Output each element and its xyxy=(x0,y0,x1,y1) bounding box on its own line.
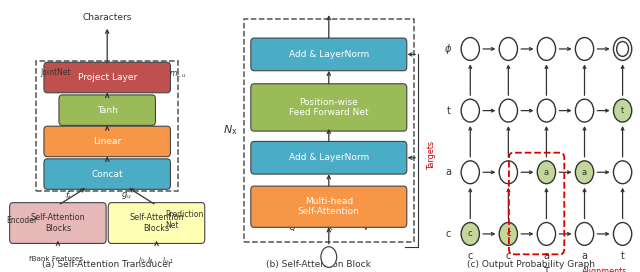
Text: Linear: Linear xyxy=(93,137,122,146)
Text: t: t xyxy=(621,106,624,115)
Text: V: V xyxy=(364,222,369,232)
FancyBboxPatch shape xyxy=(108,203,205,243)
Circle shape xyxy=(461,38,479,60)
FancyBboxPatch shape xyxy=(251,186,407,227)
Text: fBank Features: fBank Features xyxy=(29,256,83,262)
Text: Prediction: Prediction xyxy=(165,210,204,220)
Circle shape xyxy=(614,99,632,122)
Circle shape xyxy=(614,38,632,60)
Text: t: t xyxy=(447,106,451,116)
Text: c: c xyxy=(506,251,511,261)
Circle shape xyxy=(538,222,556,245)
Text: N$_{\rm x}$: N$_{\rm x}$ xyxy=(223,124,237,137)
Text: T: T xyxy=(543,267,549,272)
Text: Add & LayerNorm: Add & LayerNorm xyxy=(289,153,369,162)
Text: Self-Attention
Blocks: Self-Attention Blocks xyxy=(31,213,85,233)
Circle shape xyxy=(575,222,594,245)
Text: a: a xyxy=(544,168,549,177)
FancyBboxPatch shape xyxy=(10,203,106,243)
Circle shape xyxy=(575,161,594,184)
Circle shape xyxy=(499,161,518,184)
Text: a: a xyxy=(582,251,588,261)
Text: Add & LayerNorm: Add & LayerNorm xyxy=(289,50,369,59)
Circle shape xyxy=(614,161,632,184)
Text: $m_{t,u}$: $m_{t,u}$ xyxy=(170,70,187,80)
Text: t: t xyxy=(621,251,625,261)
Text: JointNet: JointNet xyxy=(41,68,72,77)
Text: c: c xyxy=(446,229,451,239)
Text: Net: Net xyxy=(165,221,179,230)
Text: (b) Self-Attention Block: (b) Self-Attention Block xyxy=(266,260,371,269)
FancyBboxPatch shape xyxy=(59,95,156,125)
Text: $g_u$: $g_u$ xyxy=(121,190,132,201)
Text: c: c xyxy=(468,251,473,261)
Circle shape xyxy=(538,99,556,122)
Circle shape xyxy=(499,222,518,245)
Circle shape xyxy=(461,161,479,184)
Text: c: c xyxy=(468,229,472,239)
Text: (a) Self-Attention Transducer: (a) Self-Attention Transducer xyxy=(42,260,172,269)
Circle shape xyxy=(538,161,556,184)
FancyBboxPatch shape xyxy=(44,126,170,157)
Text: Q: Q xyxy=(288,222,294,232)
FancyBboxPatch shape xyxy=(251,38,407,71)
Text: Targets: Targets xyxy=(427,141,436,169)
Circle shape xyxy=(614,222,632,245)
Text: c: c xyxy=(506,229,511,239)
FancyBboxPatch shape xyxy=(44,159,170,189)
Text: Self-Attention
Blocks: Self-Attention Blocks xyxy=(129,213,184,233)
Text: Tanh: Tanh xyxy=(97,106,118,115)
Text: $l_0, l_1\, ..\, l_{u\text{-}1}$: $l_0, l_1\, ..\, l_{u\text{-}1}$ xyxy=(138,256,175,266)
Text: Position-wise
Feed Forward Net: Position-wise Feed Forward Net xyxy=(289,98,369,117)
Circle shape xyxy=(461,222,479,245)
Text: Characters: Characters xyxy=(83,13,132,22)
Text: Encoder: Encoder xyxy=(6,216,38,225)
FancyBboxPatch shape xyxy=(251,141,407,174)
Text: a: a xyxy=(445,167,451,177)
FancyBboxPatch shape xyxy=(44,62,170,93)
Bar xyxy=(36,61,178,191)
Text: (c) Output Probability Graph: (c) Output Probability Graph xyxy=(467,260,595,269)
Circle shape xyxy=(461,99,479,122)
Circle shape xyxy=(575,38,594,60)
Circle shape xyxy=(499,38,518,60)
Text: a: a xyxy=(543,251,549,261)
Text: Alignments: Alignments xyxy=(582,267,628,272)
Circle shape xyxy=(575,99,594,122)
Circle shape xyxy=(499,99,518,122)
Text: K: K xyxy=(326,222,332,232)
Text: Concat: Concat xyxy=(92,169,123,179)
Circle shape xyxy=(321,247,337,267)
Circle shape xyxy=(538,38,556,60)
Bar xyxy=(244,19,414,242)
Text: a: a xyxy=(582,168,587,177)
Text: $\phi$: $\phi$ xyxy=(444,42,452,56)
Text: Multi-head
Self-Attention: Multi-head Self-Attention xyxy=(298,197,360,217)
Text: $f_t$: $f_t$ xyxy=(65,190,72,202)
Text: Project Layer: Project Layer xyxy=(77,73,137,82)
FancyBboxPatch shape xyxy=(251,84,407,131)
Circle shape xyxy=(617,42,628,56)
